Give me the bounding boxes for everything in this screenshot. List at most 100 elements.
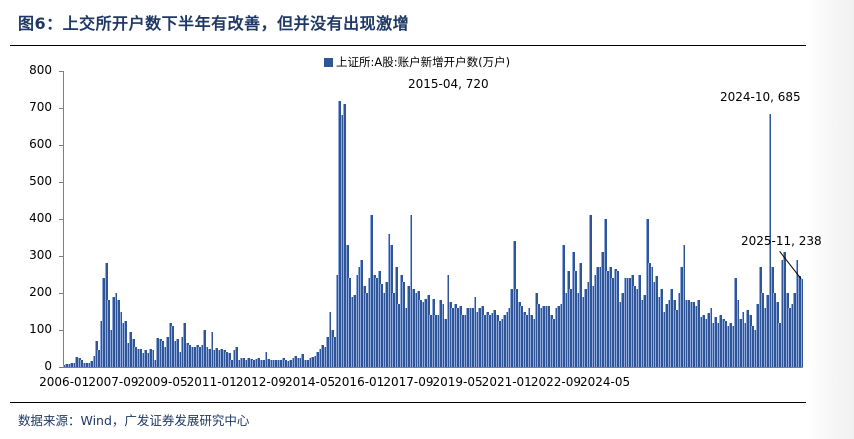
- bar: [244, 359, 248, 367]
- x-tick-label: 2012-09: [235, 375, 286, 389]
- bar: [158, 339, 162, 367]
- page-edge-shade: [806, 0, 854, 439]
- bar: [102, 278, 106, 367]
- bar: [240, 357, 243, 367]
- bar: [370, 215, 374, 367]
- bar: [249, 358, 253, 367]
- bar: [446, 274, 450, 367]
- data-annotation: 2024-10, 685: [720, 90, 801, 104]
- bar: [126, 342, 130, 367]
- bar: [237, 359, 241, 367]
- bar: [316, 352, 320, 367]
- x-axis-line: [63, 367, 803, 368]
- bar: [380, 283, 383, 367]
- bar: [532, 318, 536, 367]
- bar: [80, 360, 84, 367]
- bar: [299, 357, 302, 367]
- bar: [153, 359, 157, 367]
- bar: [183, 322, 187, 367]
- bar: [684, 300, 688, 367]
- bar: [87, 362, 91, 367]
- bar: [596, 267, 600, 367]
- bar: [318, 348, 322, 367]
- bar: [571, 252, 575, 367]
- bar: [431, 298, 435, 367]
- bar: [257, 357, 261, 367]
- bar: [291, 357, 295, 367]
- bar: [618, 302, 622, 367]
- bar: [795, 259, 799, 367]
- bar: [480, 305, 484, 367]
- bar: [731, 326, 735, 367]
- bar: [665, 304, 669, 367]
- x-tick-label: 2006-01: [39, 375, 90, 389]
- bar: [539, 307, 543, 367]
- bar: [660, 289, 664, 367]
- bar: [227, 352, 231, 367]
- y-tick-label: 800: [29, 63, 52, 77]
- y-tick-label: 600: [29, 137, 52, 151]
- bar: [694, 305, 698, 367]
- bar: [323, 346, 327, 367]
- bar: [468, 307, 472, 367]
- bar: [284, 359, 288, 367]
- bar: [775, 302, 779, 367]
- bar: [621, 293, 624, 367]
- bar: [603, 219, 607, 367]
- y-tick-mark: [59, 71, 63, 72]
- bar: [171, 326, 175, 367]
- bar: [397, 304, 401, 367]
- bar: [707, 313, 710, 367]
- bar: [193, 346, 197, 367]
- bar: [569, 289, 573, 367]
- bar: [525, 315, 529, 367]
- bar: [404, 307, 408, 367]
- bar: [360, 259, 364, 367]
- y-tick-label: 500: [29, 174, 52, 188]
- bar: [122, 322, 125, 367]
- bar: [114, 293, 118, 367]
- bar: [131, 339, 135, 367]
- bar: [576, 293, 580, 367]
- bar: [625, 278, 629, 367]
- bar: [338, 100, 342, 367]
- bar: [739, 318, 742, 367]
- bar: [161, 341, 165, 367]
- bar: [279, 359, 283, 367]
- bar: [601, 252, 605, 367]
- bar: [743, 322, 747, 367]
- bar: [655, 276, 659, 367]
- bar: [616, 270, 619, 367]
- bar: [444, 318, 447, 367]
- bar: [638, 274, 642, 367]
- bar: [441, 304, 445, 367]
- x-tick-label: 2014-05: [284, 375, 336, 389]
- bar: [724, 320, 728, 367]
- bar: [768, 113, 772, 367]
- bar: [559, 304, 563, 367]
- plot-area: [63, 71, 804, 367]
- bar: [220, 349, 224, 367]
- bar: [389, 244, 393, 367]
- bar: [544, 305, 548, 367]
- bar: [212, 350, 216, 367]
- bar: [67, 364, 71, 367]
- bar: [790, 304, 794, 367]
- y-tick-label: 0: [44, 359, 52, 373]
- y-tick-mark: [59, 108, 63, 109]
- y-tick-label: 100: [29, 322, 52, 336]
- bar: [387, 233, 391, 367]
- bar: [112, 296, 115, 367]
- x-tick-label: 2016-01: [334, 375, 385, 389]
- bar: [611, 278, 615, 367]
- bar: [547, 305, 551, 367]
- bar: [382, 293, 386, 367]
- x-tick-label: 2024-05: [580, 375, 631, 389]
- bar: [306, 359, 310, 367]
- bar: [456, 307, 460, 367]
- bar: [490, 313, 494, 367]
- bar: [537, 304, 541, 367]
- bar: [746, 309, 750, 367]
- bar: [714, 317, 718, 367]
- bar: [589, 215, 592, 367]
